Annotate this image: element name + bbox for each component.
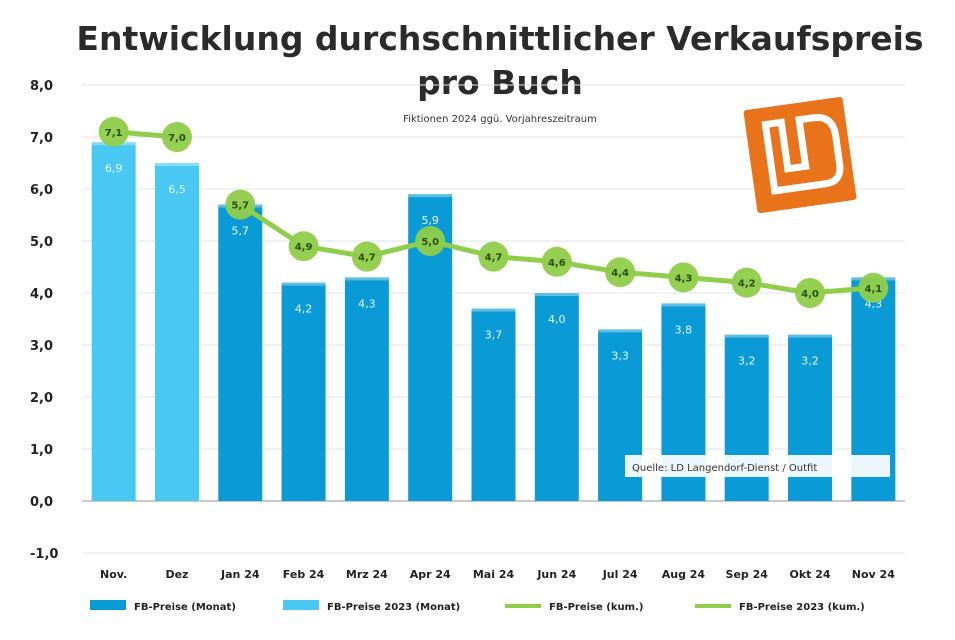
y-tick-label: 2,0: [30, 391, 53, 406]
bar: [91, 142, 136, 501]
bar-value-label: 3,8: [675, 323, 693, 336]
bar-value-label: 5,9: [421, 214, 439, 227]
x-tick-label: Mrz 24: [346, 568, 388, 581]
bar: [218, 204, 263, 501]
x-tick-label: Feb 24: [283, 568, 325, 581]
source-note-bg: [625, 455, 890, 477]
bar: [344, 277, 389, 501]
bar: [154, 163, 199, 501]
y-tick-label: 7,0: [30, 131, 53, 146]
line-value-label: 5,7: [231, 201, 249, 212]
x-tick-label: Okt 24: [790, 568, 831, 581]
bar-value-label: 4,3: [358, 297, 376, 310]
line-marker: [541, 246, 572, 277]
bar-value-label: 4,2: [295, 303, 313, 316]
bar-highlight: [661, 303, 706, 307]
line-value-label: 4,3: [675, 273, 693, 284]
x-tick-label: Apr 24: [410, 568, 451, 581]
source-note: Quelle: LD Langendorf-Dienst / Outfit: [632, 463, 817, 474]
line-value-label: 7,0: [168, 133, 186, 144]
legend-swatch: [90, 600, 126, 610]
chart-subtitle: Fiktionen 2024 ggü. Vorjahreszeitraum: [403, 114, 597, 125]
y-tick-label: 8,0: [30, 79, 53, 94]
bar-highlight: [534, 293, 579, 296]
legend-label: FB-Preise (Monat): [134, 602, 236, 613]
bar-highlight: [408, 194, 453, 198]
legend-swatch: [283, 600, 319, 610]
x-tick-label: Jun 24: [536, 568, 576, 581]
line-value-label: 4,2: [738, 279, 756, 290]
logo-mark: [761, 114, 844, 195]
line-marker: [478, 241, 509, 272]
bar-value-label: 3,2: [801, 355, 819, 368]
x-tick-label: Jul 24: [602, 568, 638, 581]
bar: [281, 282, 326, 501]
line-value-label: 4,6: [548, 258, 566, 269]
line-marker: [668, 262, 699, 293]
line-value-label: 4,7: [485, 253, 503, 264]
line-marker: [605, 257, 636, 288]
bar-value-label: 5,7: [232, 225, 250, 238]
bar-highlight: [471, 308, 516, 312]
legend-label: FB-Preise (kum.): [549, 602, 643, 613]
bar-highlight: [281, 282, 326, 286]
line-marker: [98, 116, 129, 147]
x-tick-label: Dez: [165, 568, 188, 581]
line-marker: [288, 231, 319, 262]
line-value-label: 4,9: [295, 242, 313, 253]
bar-value-label: 6,9: [105, 162, 123, 175]
y-tick-label: 4,0: [30, 287, 53, 302]
bar-highlight: [598, 329, 643, 333]
y-tick-label: 3,0: [30, 339, 53, 354]
chart-title-line-1: Entwicklung durchschnittlicher Verkaufsp…: [76, 19, 923, 58]
legend-label: FB-Preise 2023 (kum.): [739, 602, 865, 613]
line-marker: [731, 267, 762, 298]
line-value-label: 7,1: [105, 128, 123, 139]
x-tick-label: Aug 24: [662, 568, 706, 581]
line-marker: [351, 241, 382, 272]
line-marker: [161, 122, 192, 152]
line-value-label: 4,4: [611, 268, 629, 279]
y-tick-label: 5,0: [30, 235, 53, 250]
x-tick-label: Mai 24: [473, 568, 515, 581]
line-marker: [858, 272, 889, 303]
bar-value-label: 6,5: [168, 183, 186, 196]
legend-label: FB-Preise 2023 (Monat): [327, 602, 460, 613]
bar-highlight: [344, 277, 389, 281]
y-tick-label: 0,0: [30, 495, 53, 510]
line-value-label: 5,0: [421, 237, 439, 248]
line-value-label: 4,0: [801, 289, 819, 300]
line-marker: [415, 226, 446, 256]
ld-logo: [743, 96, 857, 214]
bar-value-label: 3,2: [738, 355, 756, 368]
line-marker: [225, 189, 256, 220]
bar-highlight: [788, 334, 833, 338]
bar-value-label: 3,3: [611, 349, 629, 362]
bar-value-label: 4,0: [548, 313, 566, 326]
chart-title-line-2: pro Buch: [417, 63, 583, 102]
bar: [471, 308, 516, 501]
x-tick-label: Nov.: [100, 568, 127, 581]
x-tick-label: Jan 24: [220, 568, 260, 581]
line-value-label: 4,1: [864, 284, 882, 295]
x-tick-label: Sep 24: [726, 568, 769, 581]
bar-highlight: [154, 163, 199, 166]
y-tick-label: -1,0: [30, 547, 58, 562]
bar: [534, 293, 579, 501]
line-marker: [795, 278, 826, 308]
line-value-label: 4,7: [358, 253, 376, 264]
x-tick-label: Nov 24: [852, 568, 895, 581]
bar-highlight: [724, 334, 769, 338]
bar-value-label: 3,7: [485, 329, 503, 342]
y-tick-label: 6,0: [30, 183, 53, 198]
y-tick-label: 1,0: [30, 443, 53, 458]
